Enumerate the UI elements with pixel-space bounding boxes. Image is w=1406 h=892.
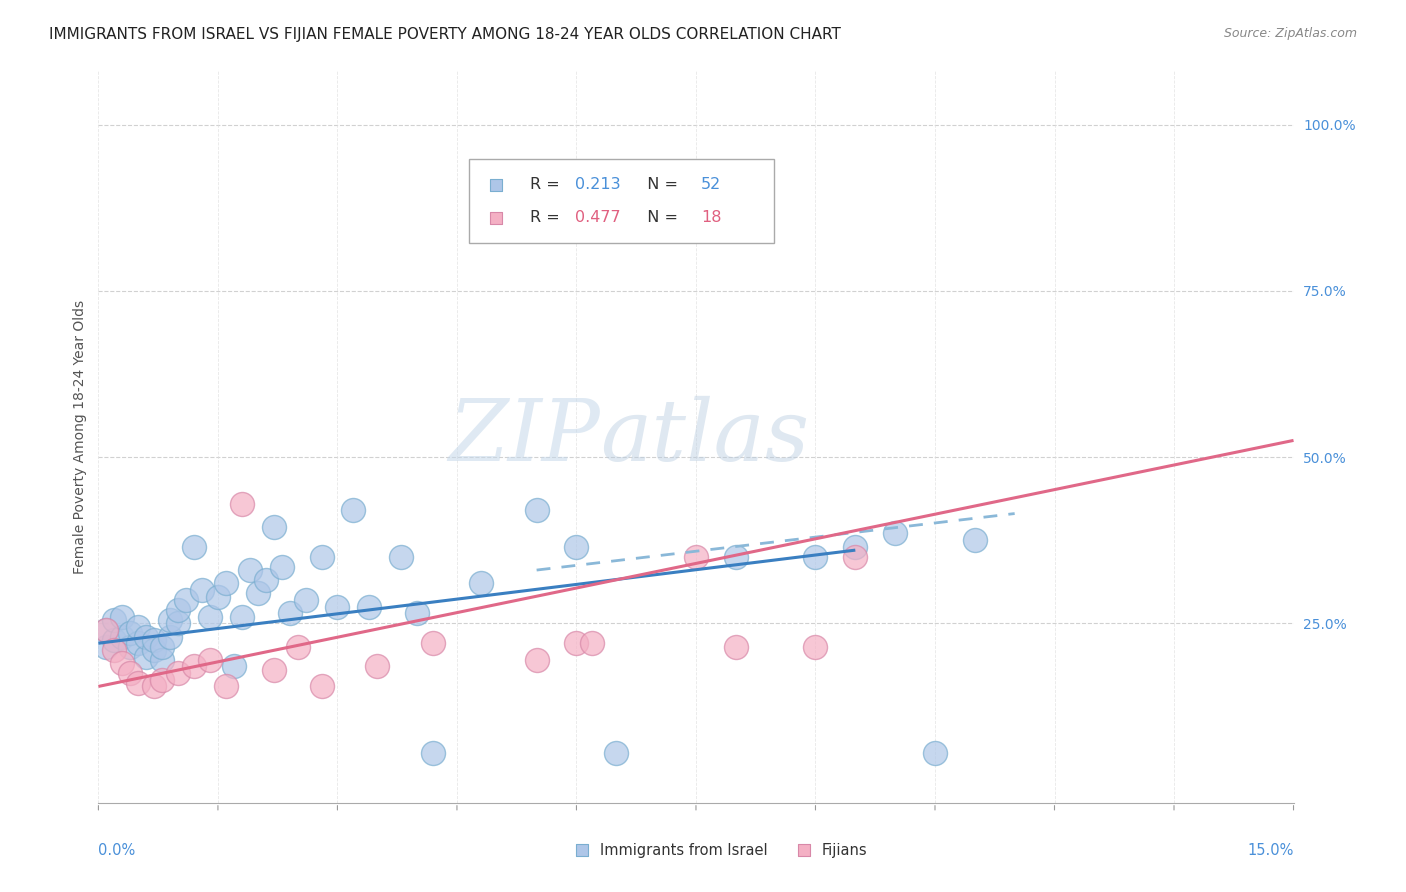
Text: ZIP: ZIP xyxy=(449,396,600,478)
Point xyxy=(127,619,149,633)
Point xyxy=(167,603,190,617)
Text: N =: N = xyxy=(637,178,683,193)
Point xyxy=(278,607,301,621)
Point xyxy=(120,640,142,654)
Text: 0.0%: 0.0% xyxy=(98,843,135,858)
Point xyxy=(311,680,333,694)
Point xyxy=(96,640,118,654)
Text: N =: N = xyxy=(637,211,683,225)
Point xyxy=(96,623,118,637)
Point xyxy=(884,526,907,541)
Point xyxy=(222,659,245,673)
Point xyxy=(924,746,946,760)
Point xyxy=(207,590,229,604)
Point xyxy=(366,659,388,673)
Point xyxy=(111,630,134,644)
Point xyxy=(198,609,221,624)
Point xyxy=(150,653,173,667)
Text: Immigrants from Israel: Immigrants from Israel xyxy=(600,843,768,858)
Text: 0.477: 0.477 xyxy=(575,211,621,225)
Point xyxy=(254,573,277,587)
Point xyxy=(191,582,214,597)
Point xyxy=(174,593,197,607)
Point xyxy=(159,613,181,627)
Point xyxy=(724,549,747,564)
Point xyxy=(724,640,747,654)
Text: R =: R = xyxy=(530,178,565,193)
Text: 15.0%: 15.0% xyxy=(1247,843,1294,858)
Text: R =: R = xyxy=(530,211,565,225)
Point xyxy=(239,563,262,577)
Text: 18: 18 xyxy=(700,211,721,225)
Point xyxy=(150,673,173,687)
Point xyxy=(844,540,866,554)
Point xyxy=(963,533,986,548)
Point xyxy=(844,549,866,564)
Point xyxy=(120,626,142,640)
Point xyxy=(215,576,238,591)
Text: Fijians: Fijians xyxy=(821,843,868,858)
Point xyxy=(167,616,190,631)
Point xyxy=(311,549,333,564)
FancyBboxPatch shape xyxy=(470,159,773,244)
Point xyxy=(198,653,221,667)
Point xyxy=(359,599,381,614)
Point xyxy=(294,593,316,607)
Point xyxy=(167,666,190,681)
Point xyxy=(120,666,142,681)
Point xyxy=(127,676,149,690)
Point xyxy=(581,636,603,650)
Point xyxy=(143,632,166,647)
Point xyxy=(422,636,444,650)
Point xyxy=(96,623,118,637)
Point xyxy=(342,503,364,517)
Point xyxy=(270,559,292,574)
Point xyxy=(127,636,149,650)
Point xyxy=(605,746,627,760)
Point xyxy=(150,640,173,654)
Point xyxy=(135,649,157,664)
Point xyxy=(103,643,125,657)
Point xyxy=(135,630,157,644)
Point xyxy=(111,656,134,670)
Point xyxy=(470,576,492,591)
Point xyxy=(103,632,125,647)
Point xyxy=(406,607,429,621)
Point xyxy=(183,540,205,554)
Point xyxy=(326,599,349,614)
Point xyxy=(143,643,166,657)
Point xyxy=(263,520,285,534)
Point xyxy=(183,659,205,673)
Text: Source: ZipAtlas.com: Source: ZipAtlas.com xyxy=(1223,27,1357,40)
Point xyxy=(287,640,309,654)
Point xyxy=(159,630,181,644)
Point xyxy=(389,549,412,564)
Y-axis label: Female Poverty Among 18-24 Year Olds: Female Poverty Among 18-24 Year Olds xyxy=(73,300,87,574)
Point xyxy=(565,636,588,650)
Point xyxy=(422,746,444,760)
Text: atlas: atlas xyxy=(600,396,810,478)
Point xyxy=(685,549,707,564)
Point xyxy=(565,540,588,554)
Point xyxy=(231,497,253,511)
Point xyxy=(111,609,134,624)
Point xyxy=(215,680,238,694)
Text: IMMIGRANTS FROM ISRAEL VS FIJIAN FEMALE POVERTY AMONG 18-24 YEAR OLDS CORRELATIO: IMMIGRANTS FROM ISRAEL VS FIJIAN FEMALE … xyxy=(49,27,841,42)
Text: 52: 52 xyxy=(700,178,721,193)
Point xyxy=(526,503,548,517)
Point xyxy=(263,663,285,677)
Point xyxy=(231,609,253,624)
Point xyxy=(804,640,827,654)
Point xyxy=(246,586,269,600)
Point xyxy=(804,549,827,564)
Point xyxy=(143,680,166,694)
Text: 0.213: 0.213 xyxy=(575,178,621,193)
Point xyxy=(103,613,125,627)
Point xyxy=(526,653,548,667)
